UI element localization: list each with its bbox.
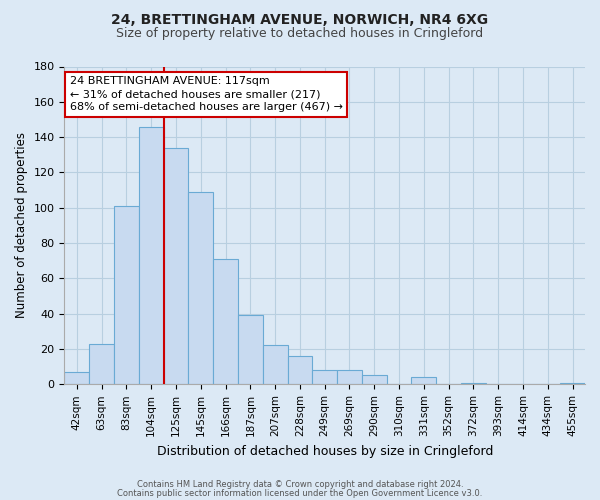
Text: Contains public sector information licensed under the Open Government Licence v3: Contains public sector information licen…: [118, 488, 482, 498]
Bar: [362, 376, 386, 384]
Bar: [213, 259, 238, 384]
Text: 24, BRETTINGHAM AVENUE, NORWICH, NR4 6XG: 24, BRETTINGHAM AVENUE, NORWICH, NR4 6XG: [112, 12, 488, 26]
Bar: [263, 346, 287, 385]
Bar: [188, 192, 213, 384]
Bar: [313, 370, 337, 384]
Bar: [560, 382, 585, 384]
Text: Size of property relative to detached houses in Cringleford: Size of property relative to detached ho…: [116, 28, 484, 40]
Bar: [238, 316, 263, 384]
X-axis label: Distribution of detached houses by size in Cringleford: Distribution of detached houses by size …: [157, 444, 493, 458]
Bar: [412, 378, 436, 384]
Bar: [89, 344, 114, 384]
Bar: [461, 382, 486, 384]
Bar: [114, 206, 139, 384]
Text: Contains HM Land Registry data © Crown copyright and database right 2024.: Contains HM Land Registry data © Crown c…: [137, 480, 463, 489]
Bar: [139, 126, 164, 384]
Y-axis label: Number of detached properties: Number of detached properties: [15, 132, 28, 318]
Bar: [287, 356, 313, 384]
Bar: [337, 370, 362, 384]
Bar: [164, 148, 188, 384]
Bar: [64, 372, 89, 384]
Text: 24 BRETTINGHAM AVENUE: 117sqm
← 31% of detached houses are smaller (217)
68% of : 24 BRETTINGHAM AVENUE: 117sqm ← 31% of d…: [70, 76, 343, 112]
